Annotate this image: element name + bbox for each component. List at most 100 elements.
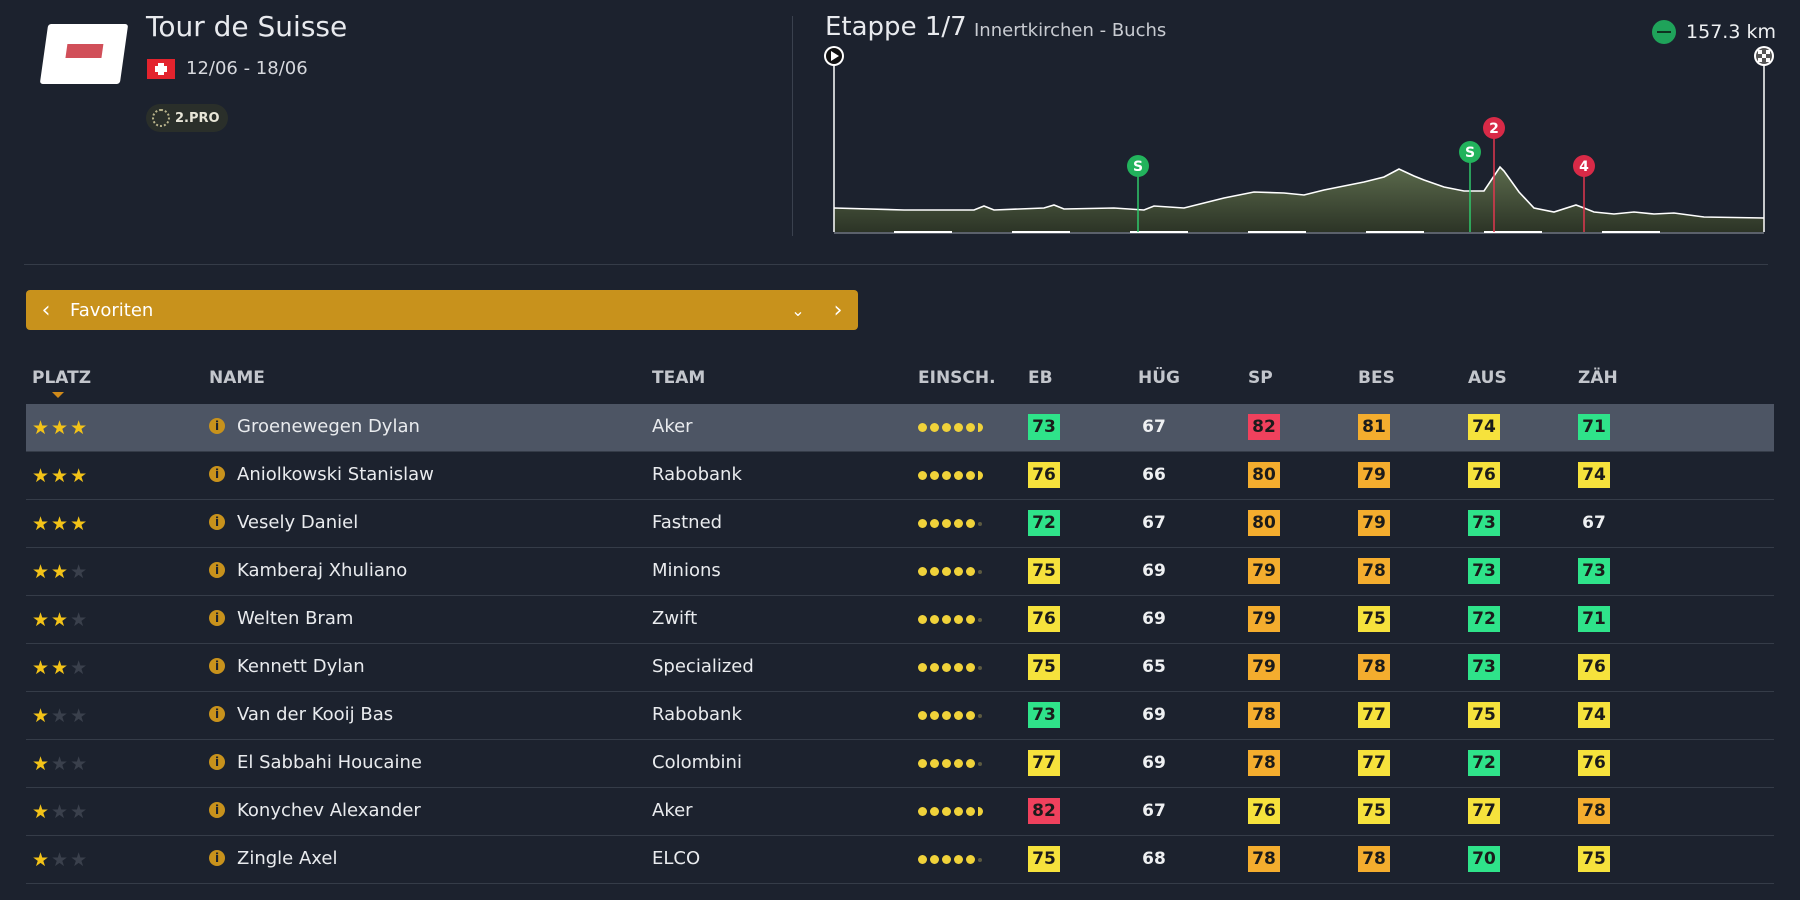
info-icon[interactable]: i <box>209 562 225 578</box>
rating-dot-empty <box>978 570 982 574</box>
info-icon[interactable]: i <box>209 658 225 674</box>
rider-name[interactable]: Vesely Daniel <box>237 512 359 533</box>
stat-eb: 72 <box>1028 510 1060 536</box>
rider-name[interactable]: Zingle Axel <box>237 848 338 869</box>
info-icon[interactable]: i <box>209 754 225 770</box>
table-row[interactable]: ★★★ i Kennett Dylan Specialized 75 65 79 78 73 76 <box>26 644 1774 692</box>
stat-hug: 69 <box>1142 609 1166 629</box>
table-row[interactable]: ★★★ i El Sabbahi Houcaine Colombini 77 69 78 77… <box>26 740 1774 788</box>
info-icon[interactable]: i <box>209 466 225 482</box>
star-icon: ★ <box>32 417 52 439</box>
rating-dot <box>930 759 939 768</box>
stat-eb: 77 <box>1028 750 1060 776</box>
col-bes[interactable]: BES <box>1358 368 1395 388</box>
stat-sp: 78 <box>1248 846 1280 872</box>
table-row[interactable]: ★★★ i Van der Kooij Bas Rabobank 73 69 78 77 75 7… <box>26 692 1774 740</box>
star-icon: ★ <box>70 705 90 727</box>
stage-distance: 157.3 km <box>1652 20 1776 44</box>
table-row[interactable]: ★★★ i Zingle Axel ELCO 75 68 78 78 70 75 <box>26 836 1774 884</box>
info-icon[interactable]: i <box>209 706 225 722</box>
stat-aus: 73 <box>1468 558 1500 584</box>
rider-team: Rabobank <box>652 464 742 485</box>
rider-name[interactable]: Welten Bram <box>237 608 354 629</box>
rating-dot <box>942 663 951 672</box>
favorite-stars: ★★★ <box>32 465 89 487</box>
rating-dot <box>954 567 963 576</box>
rider-name[interactable]: Konychev Alexander <box>237 800 421 821</box>
rider-team: Colombini <box>652 752 742 773</box>
rider-name[interactable]: El Sabbahi Houcaine <box>237 752 422 773</box>
star-icon: ★ <box>51 849 71 871</box>
table-row[interactable]: ★★★ i Vesely Daniel Fastned 72 67 80 79 73 67 <box>26 500 1774 548</box>
rating-dot-empty <box>978 522 982 526</box>
stat-hug: 67 <box>1142 513 1166 533</box>
rider-name[interactable]: Aniolkowski Stanislaw <box>237 464 434 485</box>
star-icon: ★ <box>70 849 90 871</box>
stage-distance-value: 157.3 km <box>1686 21 1776 43</box>
stat-eb: 75 <box>1028 558 1060 584</box>
table-row[interactable]: ★★★ i Konychev Alexander Aker 82 67 76 75 77 78 <box>26 788 1774 836</box>
rating-dot-empty <box>978 858 982 862</box>
rider-name[interactable]: Kamberaj Xhuliano <box>237 560 408 581</box>
filter-next-button[interactable]: › <box>833 297 843 323</box>
col-name[interactable]: NAME <box>209 368 265 388</box>
stat-hug: 67 <box>1142 417 1166 437</box>
rating-dot <box>942 567 951 576</box>
table-row[interactable]: ★★★ i Aniolkowski Stanislaw Rabobank 76 66 80 7… <box>26 452 1774 500</box>
climb-label-1: 2 <box>1489 121 1499 137</box>
col-platz[interactable]: PLATZ <box>32 368 92 388</box>
table-row[interactable]: ★★★ i Welten Bram Zwift 76 69 79 75 72 71 <box>26 596 1774 644</box>
rider-team: Specialized <box>652 656 754 677</box>
star-icon: ★ <box>70 657 90 679</box>
rating-dot <box>930 567 939 576</box>
col-team[interactable]: TEAM <box>652 368 706 388</box>
info-icon[interactable]: i <box>209 802 225 818</box>
chevron-down-icon[interactable]: ⌄ <box>791 300 805 320</box>
stat-aus: 74 <box>1468 414 1500 440</box>
rating-dot <box>954 423 963 432</box>
rating-dot <box>954 519 963 528</box>
rating-dot <box>966 807 975 816</box>
table-row[interactable]: ★★★ i Groenewegen Dylan Aker 73 67 82 81 74 71 <box>26 404 1774 452</box>
rating-dot <box>918 519 927 528</box>
race-logo-mark <box>65 44 104 58</box>
star-icon: ★ <box>51 657 71 679</box>
table-row[interactable]: ★★★ i Kamberaj Xhuliano Minions 75 69 79 78 73 73 <box>26 548 1774 596</box>
finish-icon <box>1754 46 1774 66</box>
star-icon: ★ <box>32 561 52 583</box>
rider-name[interactable]: Groenewegen Dylan <box>237 416 420 437</box>
col-hug[interactable]: HÜG <box>1138 368 1180 388</box>
filter-prev-button[interactable]: ‹ <box>41 297 51 323</box>
col-einsch[interactable]: EINSCH. <box>918 368 996 388</box>
col-eb[interactable]: EB <box>1028 368 1053 388</box>
rating-dot <box>966 567 975 576</box>
stat-eb: 73 <box>1028 702 1060 728</box>
col-sp[interactable]: SP <box>1248 368 1273 388</box>
info-icon[interactable]: i <box>209 514 225 530</box>
rating-dot <box>918 423 927 432</box>
stat-bes: 79 <box>1358 510 1390 536</box>
stat-eb: 76 <box>1028 606 1060 632</box>
star-icon: ★ <box>51 513 71 535</box>
info-icon[interactable]: i <box>209 418 225 434</box>
star-icon: ★ <box>51 753 71 775</box>
rating-dot <box>942 711 951 720</box>
col-aus[interactable]: AUS <box>1468 368 1507 388</box>
stage-route: Innertkirchen - Buchs <box>974 20 1167 41</box>
sprint-label-1: S <box>1133 159 1143 175</box>
stat-bes: 78 <box>1358 846 1390 872</box>
stat-hug: 66 <box>1142 465 1166 485</box>
star-icon: ★ <box>32 513 52 535</box>
stat-zah: 74 <box>1578 702 1610 728</box>
info-icon[interactable]: i <box>209 850 225 866</box>
rating-dot-empty <box>978 714 982 718</box>
star-icon: ★ <box>70 609 90 631</box>
col-zah[interactable]: ZÄH <box>1578 368 1618 388</box>
info-icon[interactable]: i <box>209 610 225 626</box>
rider-name[interactable]: Kennett Dylan <box>237 656 365 677</box>
stat-bes: 75 <box>1358 798 1390 824</box>
stat-eb: 82 <box>1028 798 1060 824</box>
rating-dot <box>918 759 927 768</box>
rider-name[interactable]: Van der Kooij Bas <box>237 704 394 725</box>
laurel-icon <box>152 109 170 127</box>
